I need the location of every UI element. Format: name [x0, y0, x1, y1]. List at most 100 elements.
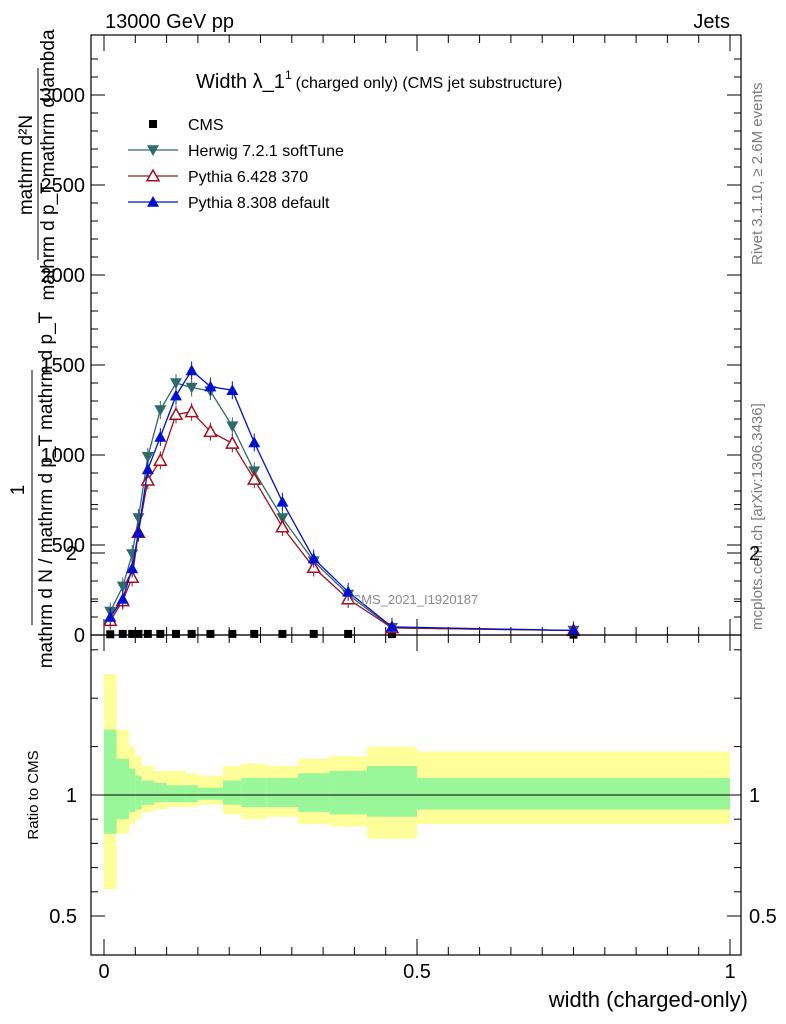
- data-point: [154, 405, 167, 416]
- x-tick-label: 0: [98, 961, 109, 983]
- ratio-y-tick-label-right: 2: [749, 543, 760, 565]
- data-point: [228, 629, 237, 638]
- data-point: [104, 611, 117, 622]
- data-point: [187, 629, 196, 638]
- ratio-band-inner: [241, 778, 267, 808]
- data-point: [307, 552, 320, 564]
- data-point: [246, 471, 262, 485]
- main-y-tick-label: 3000: [41, 85, 86, 107]
- ratio-y-tick-label: 2: [66, 543, 77, 565]
- y-axis-label: mathrm d²N mathrm d p_T mathrm d lambda …: [8, 29, 59, 668]
- data-point: [106, 630, 115, 639]
- ratio-y-label: Ratio to CMS: [25, 750, 42, 839]
- ratio-x-ticks: [103, 635, 731, 955]
- main-y-tick-label: 1000: [41, 445, 86, 467]
- legend-marker: [145, 168, 161, 182]
- series-line: [109, 411, 574, 632]
- ratio-y-tick-label: 1: [66, 785, 77, 807]
- ratio-y-tick-label: 0.5: [49, 906, 77, 928]
- data-point: [118, 629, 127, 638]
- chart-title-sup: 1: [285, 68, 292, 82]
- legend-marker: [149, 120, 157, 128]
- data-point: [276, 495, 289, 507]
- ratio-band-inner: [129, 768, 136, 812]
- data-point: [275, 519, 290, 533]
- data-point: [248, 436, 261, 448]
- legend-marker: [147, 196, 159, 207]
- ratio-y-tick-label-right: 1: [749, 785, 760, 807]
- data-point: [344, 629, 353, 638]
- data-point: [116, 581, 129, 593]
- ratio-bands: [104, 674, 730, 890]
- main-y-ticks: 0 500 1000 1500 2000 2500 3000: [41, 58, 741, 647]
- data-point: [206, 629, 215, 638]
- legend-label: Pythia 8.308 default: [188, 195, 330, 212]
- ratio-band-inner: [329, 770, 367, 815]
- data-point: [141, 463, 154, 475]
- series-pythia-6-428-370: [102, 402, 581, 640]
- main-y-tick-label: 2000: [41, 265, 86, 287]
- ratio-band-inner: [135, 775, 142, 810]
- data-point: [385, 620, 398, 632]
- data-point: [156, 629, 165, 638]
- x-tick-label: 1: [724, 961, 735, 983]
- series-layer: [102, 361, 581, 640]
- data-point: [226, 384, 239, 395]
- ratio-band-inner: [222, 780, 242, 805]
- series-cms: [106, 629, 578, 639]
- data-point: [154, 431, 167, 442]
- ratio-band-inner: [298, 773, 330, 812]
- ratio-band-inner: [417, 778, 730, 810]
- data-point: [116, 593, 129, 604]
- ratio-band-inner: [141, 780, 155, 805]
- header-right: Jets: [693, 11, 730, 33]
- data-point: [141, 452, 154, 463]
- ratio-band-inner: [266, 778, 299, 808]
- data-point: [143, 629, 152, 638]
- x-tick-labels: 0 0.5 1: [98, 961, 735, 983]
- ratio-band-inner: [185, 785, 198, 803]
- chart-title-main: Width λ_1: [196, 71, 285, 93]
- main-y-tick-label: 0: [74, 625, 85, 647]
- data-point: [184, 404, 199, 418]
- ratio-band-inner: [166, 785, 186, 803]
- data-point: [126, 562, 139, 574]
- data-point: [132, 526, 145, 538]
- data-point: [309, 629, 318, 638]
- data-point: [171, 629, 180, 638]
- ratio-y-ticks: 0.5 0.5 1 1 2 2: [49, 504, 777, 928]
- ratio-band-inner: [116, 758, 130, 820]
- data-point: [278, 629, 287, 638]
- main-y-tick-label: 500: [52, 535, 85, 557]
- data-point: [226, 421, 239, 433]
- watermark: CMS_2021_I1920187: [352, 592, 479, 607]
- chart-title: Width λ_11 (charged only) (CMS jet substr…: [196, 68, 562, 93]
- series-pythia-8-308-default: [104, 361, 580, 640]
- data-point: [169, 389, 182, 401]
- y-label-frac-num: 1: [8, 485, 29, 496]
- data-point: [250, 629, 259, 638]
- data-point: [169, 378, 182, 389]
- chart-title-rest: (charged only) (CMS jet substructure): [296, 75, 563, 92]
- rivet-label: Rivet 3.1.10, ≥ 2.6M events: [749, 83, 766, 266]
- data-point: [168, 406, 184, 421]
- y-label-frac-den: mathrm d N / mathrm d p_T mathrm d p_T: [36, 311, 57, 668]
- legend-label: Pythia 6.428 370: [188, 169, 308, 186]
- data-point: [567, 624, 580, 636]
- legend-label: CMS: [188, 117, 224, 134]
- data-point: [128, 629, 137, 638]
- data-point: [342, 585, 355, 597]
- legend-label: Herwig 7.2.1 softTune: [188, 143, 344, 160]
- data-point: [185, 382, 198, 394]
- data-point: [185, 364, 198, 376]
- ratio-panel: 0.5 0.5 1 1 2 2 Ratio to CMS: [25, 504, 777, 956]
- ratio-band-inner: [197, 787, 223, 800]
- x-axis-label: width (charged-only): [548, 987, 748, 1012]
- data-point: [134, 629, 143, 638]
- legend: CMS Herwig 7.2.1 softTune Pythia 6.428 370…: [128, 117, 344, 212]
- data-point: [225, 435, 240, 449]
- data-point: [153, 452, 168, 466]
- header-left: 13000 GeV pp: [105, 11, 234, 33]
- main-y-tick-label: 2500: [41, 175, 86, 197]
